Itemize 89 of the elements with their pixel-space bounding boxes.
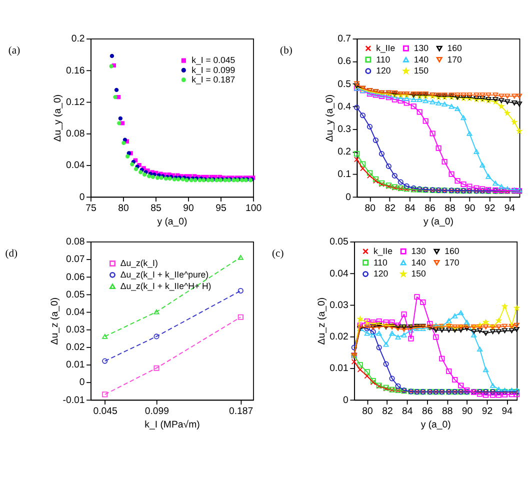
y-tick-label: 0.5	[338, 78, 352, 90]
x-axis-title: y (a_0)	[423, 216, 454, 228]
legend-label: k_IIe	[373, 246, 393, 256]
x-tick-label: 80	[362, 406, 373, 418]
y-tick-label: 0.3	[338, 124, 352, 136]
x-tick-label: 75	[86, 203, 96, 214]
y-tick-label: 0.6	[338, 56, 352, 68]
legend-label: k_I = 0.045	[192, 55, 236, 66]
x-tick-label: 94	[502, 406, 514, 418]
y-tick-label: 0.1	[338, 169, 352, 180]
legend-label: Δu_z(k_I + k_IIe^H+ H)	[120, 280, 212, 291]
y-tick-label: 0.08	[66, 128, 85, 140]
legend-label: 160	[447, 43, 462, 54]
x-tick-label: 0.045	[93, 406, 118, 418]
x-tick-label: 90	[464, 203, 476, 214]
y-axis-title: Δu_y (a_0)	[52, 94, 64, 142]
y-tick-label: 0.7	[338, 34, 352, 45]
y-tick-label: 0.01	[330, 363, 348, 374]
text: (b)	[280, 45, 293, 56]
x-axis-title: k_I (MPa√m)	[144, 419, 200, 430]
legend-label: Δu_z(k_I + k_IIe^pure)	[120, 270, 209, 280]
legend-label: 140	[414, 54, 429, 64]
y-tick-label: -0.01	[62, 394, 85, 406]
legend-label: 110	[373, 257, 388, 268]
x-tick-label: 92	[482, 406, 493, 418]
y-tick-label: 0.02	[330, 332, 348, 343]
x-tick-label: 92	[484, 203, 496, 214]
x-tick-label: 86	[422, 406, 433, 418]
x-tick-label: 82	[382, 406, 393, 418]
x-tick-label: 85	[150, 203, 162, 214]
legend-label: 110	[376, 54, 390, 64]
y-tick-label: 0.02	[66, 342, 85, 354]
y-tick-label: 0.2	[71, 34, 85, 45]
x-tick-label: 94	[504, 203, 516, 214]
legend-label: 120	[373, 268, 388, 279]
text: (c)	[272, 248, 284, 260]
y-tick-label: 0.05	[66, 289, 85, 300]
x-tick-label: 80	[364, 203, 376, 214]
x-tick-label: 84	[404, 203, 416, 214]
y-tick-label: 0	[79, 377, 85, 388]
y-tick-label: 0.03	[66, 324, 85, 336]
y-axis-title: Δu_y (a_0)	[324, 94, 336, 142]
y-tick-label: 0.2	[338, 146, 352, 158]
x-axis-title: y (a_0)	[157, 216, 188, 228]
y-tick-label: 0.06	[66, 272, 85, 283]
legend-label: 150	[414, 66, 429, 76]
y-tick-label: 0.05	[330, 236, 348, 248]
y-tick-label: 0.4	[338, 101, 352, 112]
x-tick-label: 86	[424, 203, 436, 214]
x-tick-label: 82	[384, 203, 396, 214]
x-tick-label: 80	[118, 203, 129, 214]
y-tick-label: 0.03	[330, 300, 348, 311]
x-tick-label: 90	[462, 406, 473, 418]
x-axis-title: y (a_0)	[420, 419, 451, 430]
y-tick-label: 0.12	[66, 96, 85, 108]
legend-label: 130	[414, 43, 429, 54]
y-tick-label: 0.01	[66, 360, 85, 371]
legend-label: Δu_z(k_I)	[120, 258, 158, 268]
legend-label: 170	[444, 257, 460, 268]
y-tick-label: 0.08	[66, 236, 85, 248]
legend-label: 130	[411, 246, 426, 256]
x-tick-label: 90	[183, 203, 194, 214]
y-axis-title: Δu_z (a_0)	[49, 297, 60, 345]
x-tick-label: 0.187	[229, 406, 254, 418]
x-tick-label: 0.099	[144, 406, 170, 418]
legend-label: 150	[411, 268, 426, 279]
text: (a)	[8, 45, 21, 56]
y-tick-label: 0.07	[66, 254, 85, 266]
y-tick-label: 0.16	[66, 65, 85, 76]
legend-label: k_I = 0.099	[192, 64, 236, 75]
y-tick-label: 0.04	[66, 306, 86, 318]
x-tick-label: 95	[216, 203, 226, 214]
x-tick-label: 84	[402, 406, 414, 418]
x-tick-label: 88	[444, 203, 456, 214]
y-tick-label: 0	[343, 394, 348, 406]
text: (d)	[5, 248, 18, 260]
y-axis-title: Δu_z (a_0)	[316, 297, 328, 345]
legend-label: 170	[447, 54, 462, 64]
x-tick-label: 100	[245, 203, 262, 214]
legend-label: 120	[376, 66, 391, 76]
x-tick-label: 88	[442, 406, 453, 418]
y-tick-label: 0.04	[66, 160, 86, 172]
y-tick-label: 0.04	[330, 268, 350, 280]
legend-label: 160	[444, 246, 460, 256]
y-tick-label: 0	[79, 192, 85, 203]
legend-label: 140	[411, 257, 426, 268]
legend-label: k_IIe	[376, 43, 396, 54]
legend-label: k_I = 0.187	[192, 74, 236, 84]
y-tick-label: 0	[346, 192, 352, 203]
